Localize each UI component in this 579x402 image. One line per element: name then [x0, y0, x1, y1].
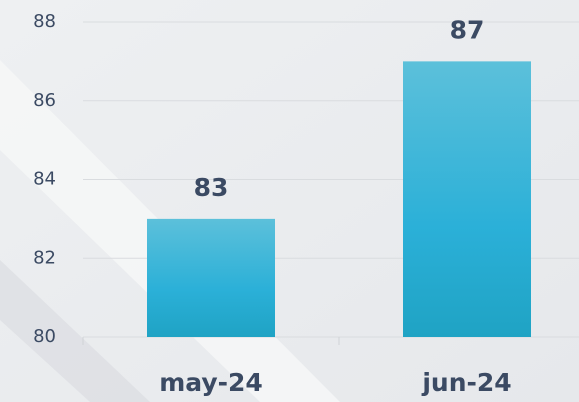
y-tick-label: 86	[33, 90, 56, 111]
bar	[147, 218, 275, 337]
x-tick-label: may-24	[159, 368, 263, 397]
y-tick-label: 82	[33, 247, 56, 268]
y-tick-label: 88	[33, 11, 56, 32]
y-tick-label: 80	[33, 326, 56, 347]
bar	[403, 61, 531, 337]
y-tick-label: 84	[33, 169, 56, 190]
x-tick-label: jun-24	[421, 368, 511, 397]
data-label: 83	[194, 173, 229, 202]
background-stripe	[0, 260, 150, 402]
data-label: 87	[450, 15, 485, 44]
